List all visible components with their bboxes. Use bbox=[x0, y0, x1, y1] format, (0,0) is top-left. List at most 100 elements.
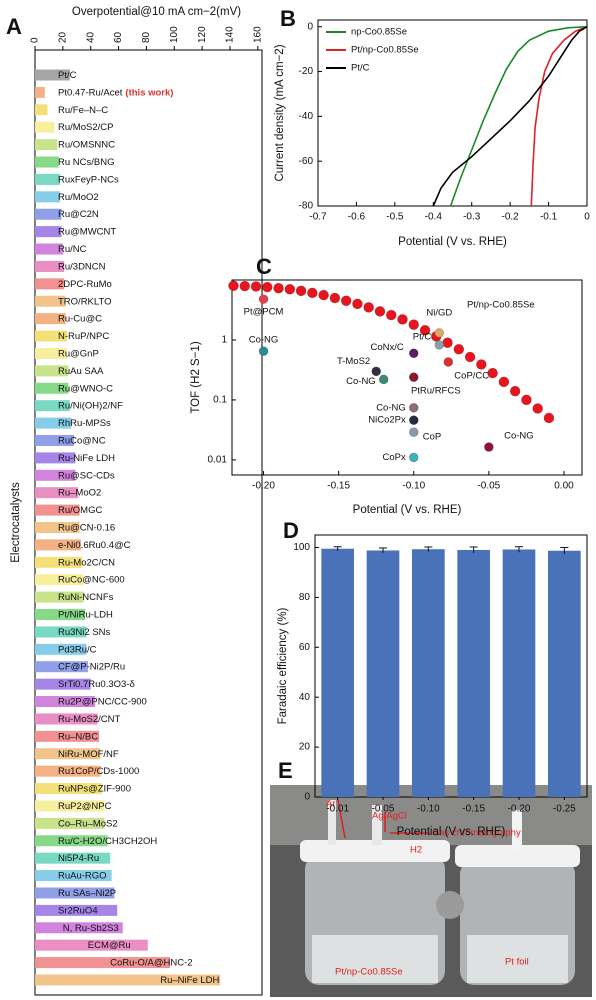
category-text: Ru–N/BC bbox=[58, 731, 98, 742]
bar bbox=[35, 626, 87, 638]
bar bbox=[35, 522, 80, 533]
bar bbox=[366, 550, 400, 797]
electrolyte-left bbox=[312, 935, 438, 983]
annotation: (this work) bbox=[125, 87, 173, 98]
bar bbox=[35, 382, 69, 394]
data-point bbox=[239, 280, 251, 292]
x-tick-label: -0.25 bbox=[553, 804, 576, 815]
bar bbox=[35, 69, 70, 81]
category-label: CoRu-O/A@HNC-2 bbox=[110, 957, 193, 968]
data-point bbox=[487, 367, 498, 379]
line-series bbox=[530, 25, 588, 207]
category-label: SrTi0.7Ru0.3O3-δ bbox=[58, 679, 135, 690]
category-text: Pt/C bbox=[58, 70, 77, 81]
point-label: NiCo2Px bbox=[368, 415, 406, 426]
x-tick-label: 0 bbox=[584, 212, 590, 223]
category-text: RuAu SAA bbox=[58, 365, 104, 376]
data-point bbox=[408, 348, 419, 359]
data-point bbox=[262, 281, 273, 293]
data-point bbox=[385, 309, 397, 321]
data-point bbox=[443, 357, 454, 367]
x-tick-label: -0.01 bbox=[326, 804, 349, 815]
y-tick-label: 1 bbox=[221, 335, 227, 346]
bar bbox=[35, 243, 63, 255]
category-text: Ru/OMSNNC bbox=[58, 139, 115, 150]
data-point bbox=[371, 366, 382, 377]
category-text: RuNi-NCNFs bbox=[58, 592, 114, 603]
bar bbox=[35, 104, 48, 116]
bar bbox=[35, 469, 76, 481]
data-point bbox=[397, 314, 408, 325]
category-label: Co–Ru–MoS2 bbox=[58, 818, 118, 829]
category-text: Ru NCs/BNG bbox=[58, 157, 114, 168]
category-label: RuCo@NC bbox=[58, 435, 106, 446]
category-text: ECM@Ru bbox=[88, 940, 131, 951]
y-tick-label: -40 bbox=[299, 111, 314, 122]
x-tick-label: 20 bbox=[57, 31, 68, 43]
category-text: Ru/MoS2/CP bbox=[58, 122, 113, 133]
category-label: Ru NCs/BNG bbox=[58, 157, 114, 168]
point-label: CoP/CC bbox=[454, 370, 489, 381]
electrolyte-right bbox=[467, 935, 568, 983]
data-point bbox=[250, 281, 262, 292]
bar bbox=[35, 504, 80, 516]
category-text: Ru/C-H2O/CH3CH2OH bbox=[58, 835, 157, 846]
bar bbox=[35, 417, 72, 429]
data-point bbox=[374, 306, 386, 317]
data-point bbox=[532, 403, 543, 414]
point-label: T-MoS2 bbox=[337, 356, 370, 367]
y-tick-label: 0 bbox=[304, 792, 310, 803]
bar bbox=[35, 156, 59, 168]
bar bbox=[35, 191, 61, 203]
bar bbox=[35, 835, 108, 847]
data-point bbox=[329, 292, 341, 304]
data-point bbox=[434, 328, 445, 338]
category-text: 2DPC-RuMo bbox=[58, 278, 112, 289]
x-tick-label: -0.2 bbox=[502, 212, 520, 223]
bar bbox=[35, 452, 76, 464]
bar bbox=[35, 783, 102, 795]
category-text: RuxFeyP-NCs bbox=[58, 174, 119, 185]
x-tick-label: -0.20 bbox=[508, 804, 531, 815]
data-point bbox=[318, 289, 329, 301]
category-label: Sr2RuO4 bbox=[58, 905, 98, 916]
category-label: RuAu SAA bbox=[58, 365, 104, 376]
bar bbox=[457, 549, 490, 797]
category-label: Pt0.47-Ru/Acet (this work) bbox=[58, 87, 173, 98]
x-tick-label: 160 bbox=[252, 26, 263, 43]
bar bbox=[35, 539, 81, 551]
category-label: Ru@SC-CDs bbox=[58, 470, 115, 481]
point-label: Co-NG bbox=[504, 431, 534, 442]
category-label: Ru–N/BC bbox=[58, 731, 98, 742]
point-label: Pt/C bbox=[413, 331, 432, 342]
x-tick-label: 100 bbox=[169, 26, 180, 43]
category-text: RuCo@NC-600 bbox=[58, 574, 125, 585]
bar bbox=[35, 730, 100, 742]
bar bbox=[35, 974, 221, 986]
category-label: Pt/C bbox=[58, 70, 77, 81]
category-text: N-RuP/NPC bbox=[58, 331, 109, 342]
data-point bbox=[284, 283, 296, 295]
x-tick-label: 120 bbox=[197, 26, 208, 43]
category-text: Pd3Ru/C bbox=[58, 644, 97, 655]
category-label: Ru@CN-0.16 bbox=[58, 522, 115, 533]
category-label: ECM@Ru bbox=[88, 940, 131, 951]
category-label: Ru–MoO2 bbox=[58, 487, 101, 498]
data-point bbox=[228, 280, 239, 292]
bar bbox=[35, 904, 118, 916]
category-text: Ni5P4-Ru bbox=[58, 853, 99, 864]
category-label: Ru/Fe–N–C bbox=[58, 104, 108, 115]
y-tick-label: -60 bbox=[299, 156, 314, 167]
bar bbox=[35, 800, 105, 812]
photo-label: Pt/np-Co0.85Se bbox=[335, 967, 403, 978]
bar bbox=[35, 556, 83, 568]
y-axis-title: TOF (H2 S−1) bbox=[190, 341, 202, 413]
data-point bbox=[307, 287, 318, 299]
x-tick-label: -0.15 bbox=[462, 804, 485, 815]
category-text: Ru3Ni2 SNs bbox=[58, 626, 111, 637]
x-tick-label: -0.1 bbox=[540, 212, 558, 223]
photo-label: H2 bbox=[410, 845, 422, 856]
category-text: Ru–MoO2 bbox=[58, 487, 101, 498]
point-label: Co-NG bbox=[376, 402, 406, 413]
category-label: RuAu-RGO bbox=[58, 870, 107, 881]
